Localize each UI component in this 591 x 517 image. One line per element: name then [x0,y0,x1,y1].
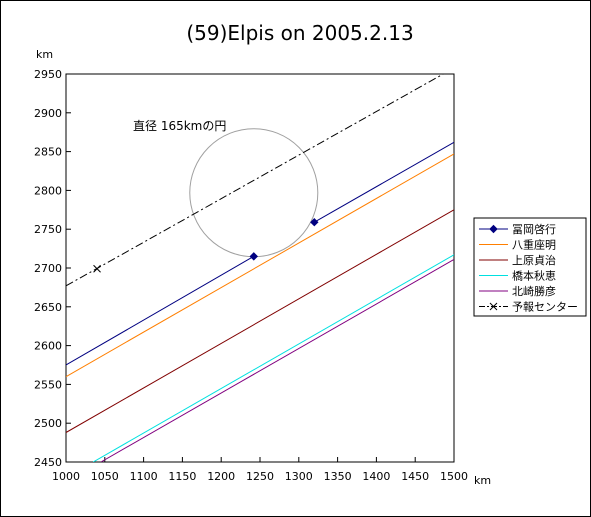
x-tick-label: 1500 [440,470,468,483]
x-tick-label: 1150 [168,470,196,483]
x-tick-label: 1200 [207,470,235,483]
y-tick-label: 2450 [34,456,62,469]
chart-title: (59)Elpis on 2005.2.13 [186,21,413,45]
series-line-1 [66,255,255,366]
x-tick-label: 1300 [285,470,313,483]
series-line-3 [66,209,454,433]
x-axis-unit: km [474,474,491,487]
series-line-5 [100,259,454,462]
legend-label-5: 北崎勝彦 [512,284,556,298]
diamond-marker [249,252,258,261]
legend-label-3: 上原貞治 [512,253,556,267]
series-line-6 [66,74,445,287]
x-tick-label: 1000 [52,470,80,483]
legend-label-2: 八重座明 [512,238,556,252]
axis-ticks: 2450 2500 2550 2600 2650 2700 2750 2800 2850 2900… [34,68,468,483]
x-tick-label: 1100 [130,470,158,483]
circle-annotation: 直径 165kmの円 [133,119,226,133]
y-tick-label: 2550 [34,378,62,391]
y-tick-label: 2850 [34,146,62,159]
y-tick-label: 2900 [34,107,62,120]
y-tick-label: 2650 [34,301,62,314]
y-tick-label: 2800 [34,184,62,197]
legend-box [473,217,587,317]
x-marker [93,264,101,273]
y-tick-label: 2750 [34,223,62,236]
plot-area [65,73,455,463]
diamond-marker [310,218,319,227]
x-tick-label: 1400 [362,470,390,483]
legend-label-6: 予報センター [512,301,578,314]
y-axis-unit: km [36,48,53,61]
y-tick-label: 2700 [34,262,62,275]
diamond-marker [489,224,498,234]
y-tick-label: 2500 [34,417,62,430]
x-marker [489,302,498,311]
y-tick-label: 2600 [34,340,62,353]
legend-label-4: 橋本秋恵 [512,269,556,283]
x-tick-label: 1050 [91,470,119,483]
x-tick-label: 1350 [324,470,352,483]
series-layer [66,74,454,462]
series-line-2 [66,153,454,378]
y-tick-label: 2950 [34,68,62,81]
series-line-4 [92,254,454,462]
legend-label-1: 冨岡啓行 [512,222,556,236]
x-tick-label: 1250 [246,470,274,483]
x-tick-label: 1450 [401,470,429,483]
series-line-1 [314,141,454,223]
